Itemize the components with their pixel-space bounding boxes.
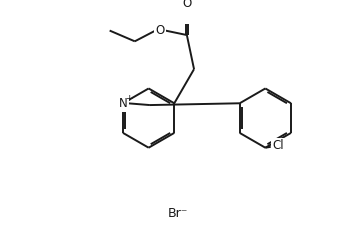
Text: N: N [119,97,127,110]
Text: Cl: Cl [272,139,284,152]
Text: O: O [182,0,191,10]
Text: Br⁻: Br⁻ [168,207,188,220]
Text: O: O [155,24,165,37]
Text: +: + [125,94,132,103]
